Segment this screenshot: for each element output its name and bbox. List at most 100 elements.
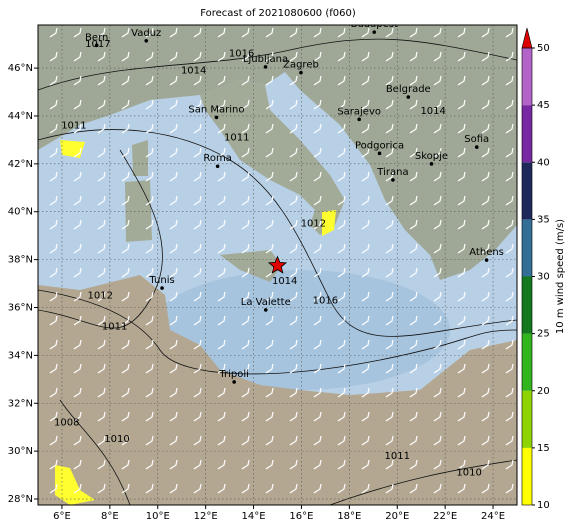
y-tick-label: 46°N [8, 63, 33, 74]
wind-barb [265, 363, 274, 374]
wind-barb [265, 75, 274, 86]
wind-barb [241, 483, 250, 494]
wind-barb [217, 291, 226, 302]
wind-barb [409, 195, 418, 206]
wind-barb [481, 147, 490, 158]
wind-barb [169, 51, 178, 62]
wind-barb [457, 339, 466, 350]
wind-barb [505, 363, 514, 374]
wind-barb [337, 339, 346, 350]
wind-barb [457, 459, 466, 470]
wind-barb [121, 243, 130, 254]
contour [38, 149, 163, 329]
wind-barb [265, 27, 274, 38]
colorbar-segment [522, 105, 532, 163]
wind-barb [481, 243, 490, 254]
colorbar-tick-label: 35 [537, 214, 550, 225]
wind-barb [361, 219, 370, 230]
wind-barb [337, 291, 346, 302]
city-label: Roma [203, 153, 232, 164]
wind-barb [241, 411, 250, 422]
wind-barb [457, 267, 466, 278]
wind-barb [361, 51, 370, 62]
wind-barb [217, 123, 226, 134]
contour [59, 399, 131, 505]
wind-barb [361, 123, 370, 134]
contour-label: 1016 [229, 49, 254, 60]
wind-barb [121, 27, 130, 38]
wind-barb [265, 291, 274, 302]
wind-barb [361, 387, 370, 398]
wind-barb [337, 363, 346, 374]
wind-barb [73, 315, 82, 326]
wind-barb [217, 267, 226, 278]
wind-patch [55, 465, 95, 505]
wind-barb [73, 195, 82, 206]
wind-barb [121, 387, 130, 398]
wind-barb [193, 411, 202, 422]
wind-barb [337, 267, 346, 278]
colorbar-segment [522, 276, 532, 334]
city-label: San Marino [188, 104, 244, 115]
wind-barb [337, 387, 346, 398]
x-tick-label: 24°E [481, 511, 505, 522]
wind-barb [433, 411, 442, 422]
wind-barb [121, 219, 130, 230]
wind-barb [97, 339, 106, 350]
wind-barb [121, 171, 130, 182]
wind-barb [169, 243, 178, 254]
wind-barb [385, 123, 394, 134]
colorbar-tick-label: 15 [537, 443, 550, 454]
wind-barb [481, 411, 490, 422]
wind-barb [409, 147, 418, 158]
wind-barb [217, 147, 226, 158]
x-tick-label: 8°E [101, 511, 119, 522]
wind-barb [169, 363, 178, 374]
wind-barb [49, 27, 58, 38]
x-tick-label: 20°E [385, 511, 409, 522]
wind-barb [481, 123, 490, 134]
wind-barb [313, 99, 322, 110]
map-title: Forecast of 2021080600 (f060) [200, 8, 356, 19]
wind-barb [433, 243, 442, 254]
wind-barb [217, 411, 226, 422]
wind-barb [289, 243, 298, 254]
wind-barb [265, 411, 274, 422]
city-label: Tripoli [218, 369, 249, 380]
wind-barb [409, 315, 418, 326]
wind-barb [337, 27, 346, 38]
wind-barb [385, 411, 394, 422]
contour-label: 1014 [272, 276, 297, 287]
x-tick-label: 14°E [242, 511, 266, 522]
wind-patch [322, 210, 336, 236]
wind-barb [241, 75, 250, 86]
wind-barb [121, 435, 130, 446]
x-tick-label: 12°E [194, 511, 218, 522]
wind-barb [193, 75, 202, 86]
wind-barb [481, 315, 490, 326]
land-sardinia [125, 180, 152, 242]
wind-barb [481, 171, 490, 182]
wind-barb [97, 147, 106, 158]
wind-barb [457, 435, 466, 446]
wind-barb [457, 363, 466, 374]
wind-barb [409, 123, 418, 134]
wind-barb [169, 123, 178, 134]
wind-barb [505, 291, 514, 302]
wind-barb [361, 267, 370, 278]
city-label: Tunis [148, 275, 174, 286]
contour-label: 1010 [456, 468, 481, 479]
wind-barb [457, 291, 466, 302]
wind-barb [433, 459, 442, 470]
wind-barb [193, 99, 202, 110]
wind-barb [193, 27, 202, 38]
city-dot [357, 117, 361, 122]
land-europe [38, 25, 517, 280]
wind-barb [505, 219, 514, 230]
wind-barb [97, 363, 106, 374]
wind-barb [313, 171, 322, 182]
wind-barb [97, 291, 106, 302]
wind-barb [433, 267, 442, 278]
wind-barb [433, 315, 442, 326]
city-dot [263, 65, 268, 69]
